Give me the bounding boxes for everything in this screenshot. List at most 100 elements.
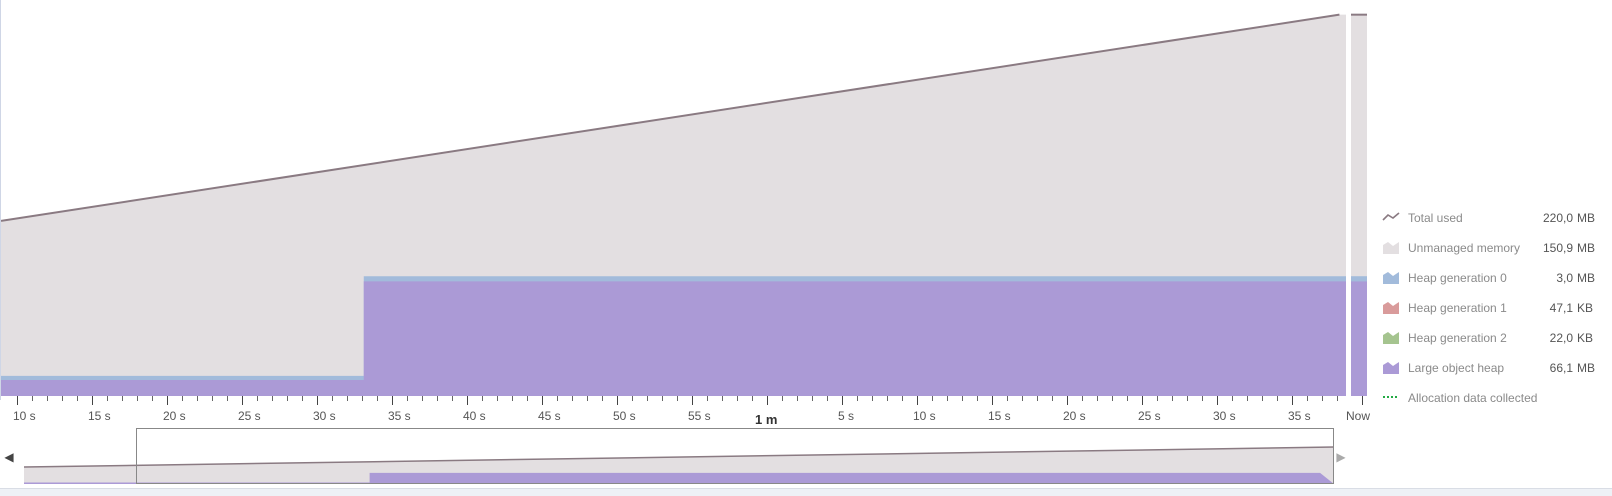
axis-minor-tick	[752, 396, 753, 401]
legend-row-unmanaged-memory[interactable]: Unmanaged memory 150,9 MB	[1382, 237, 1607, 267]
axis-minor-tick	[932, 396, 933, 401]
axis-minor-tick	[62, 396, 63, 401]
axis-tick	[317, 396, 318, 405]
axis-tick	[992, 396, 993, 405]
legend-row-total-used[interactable]: Total used 220,0 MB	[1382, 207, 1607, 237]
legend-unit: MB	[1577, 271, 1595, 285]
total-used-line	[1, 13, 1340, 222]
axis-tick-label: Now	[1346, 409, 1371, 423]
axis-minor-tick	[122, 396, 123, 401]
legend-row-large-object-heap[interactable]: Large object heap 66,1 MB	[1382, 357, 1607, 387]
axis-minor-tick	[1097, 396, 1098, 401]
navigator-selection-window[interactable]	[136, 428, 1334, 484]
axis-tick-label: 30 s	[313, 409, 336, 423]
axis-minor-tick	[812, 396, 813, 401]
axis-minor-tick	[422, 396, 423, 401]
large-object-heap-area	[1, 281, 1346, 396]
axis-minor-tick	[707, 396, 708, 401]
unmanaged-area-icon	[1382, 240, 1400, 254]
axis-tick-label: 20 s	[163, 409, 186, 423]
memory-chart[interactable]	[0, 0, 1370, 400]
axis-tick-label: 25 s	[1138, 409, 1161, 423]
memory-legend: Total used 220,0 MB Unmanaged memory 150…	[1382, 207, 1607, 417]
axis-minor-tick	[647, 396, 648, 401]
axis-tick-label: 45 s	[538, 409, 561, 423]
axis-minor-tick	[1202, 396, 1203, 401]
axis-minor-tick	[872, 396, 873, 401]
axis-minor-tick	[782, 396, 783, 401]
axis-minor-tick	[857, 396, 858, 401]
axis-tick	[167, 396, 168, 405]
axis-minor-tick	[977, 396, 978, 401]
axis-tick-label: 55 s	[688, 409, 711, 423]
axis-minor-tick	[377, 396, 378, 401]
axis-tick	[692, 396, 693, 405]
axis-minor-tick	[1337, 396, 1338, 401]
axis-minor-tick	[332, 396, 333, 401]
axis-tick-label: 10 s	[913, 409, 936, 423]
axis-minor-tick	[662, 396, 663, 401]
axis-minor-tick	[527, 396, 528, 401]
scroll-right-icon[interactable]: ▶	[1336, 450, 1346, 464]
axis-tick	[242, 396, 243, 405]
legend-row-heap-generation-0[interactable]: Heap generation 0 3,0 MB	[1382, 267, 1607, 297]
axis-minor-tick	[1187, 396, 1188, 401]
legend-label: Total used	[1408, 211, 1463, 225]
navigator-loh-area	[24, 472, 1334, 484]
navigator-total-used-line	[23, 446, 1335, 468]
heap-gen2-area-icon	[1382, 330, 1400, 344]
legend-unit: MB	[1577, 241, 1595, 255]
axis-minor-tick	[1262, 396, 1263, 401]
axis-minor-tick	[212, 396, 213, 401]
axis-tick	[392, 396, 393, 405]
legend-value: 220,0	[1542, 211, 1573, 225]
axis-minor-tick	[272, 396, 273, 401]
legend-row-heap-generation-1[interactable]: Heap generation 1 47,1 KB	[1382, 297, 1607, 327]
axis-tick	[617, 396, 618, 405]
timeline-navigator[interactable]: ◀ ▶	[0, 428, 1350, 486]
legend-label: Allocation data collected	[1408, 391, 1538, 405]
axis-minor-tick	[677, 396, 678, 401]
axis-minor-tick	[497, 396, 498, 401]
axis-tick	[1292, 396, 1293, 405]
axis-minor-tick	[737, 396, 738, 401]
axis-minor-tick	[1277, 396, 1278, 401]
axis-tick-label: 25 s	[238, 409, 261, 423]
axis-tick	[542, 396, 543, 405]
legend-row-heap-generation-2[interactable]: Heap generation 2 22,0 KB	[1382, 327, 1607, 357]
axis-minor-tick	[302, 396, 303, 401]
axis-minor-tick	[362, 396, 363, 401]
time-axis: 10 s 15 s 20 s 25 s 30 s 35 s 40 s 45 s 50 s 55 s…	[0, 396, 1371, 427]
axis-tick	[842, 396, 843, 405]
heap-gen0-area-icon	[1382, 270, 1400, 284]
legend-label: Heap generation 1	[1408, 301, 1507, 315]
axis-minor-tick	[1052, 396, 1053, 401]
legend-unit: KB	[1577, 301, 1594, 315]
axis-tick	[1142, 396, 1143, 405]
legend-value: 47,1	[1549, 301, 1573, 315]
axis-minor-tick	[47, 396, 48, 401]
axis-minor-tick	[632, 396, 633, 401]
axis-minor-tick	[77, 396, 78, 401]
axis-minor-tick	[1022, 396, 1023, 401]
scroll-left-icon[interactable]: ◀	[4, 450, 14, 464]
axis-minor-tick	[1247, 396, 1248, 401]
axis-tick-label: 35 s	[1288, 409, 1311, 423]
axis-minor-tick	[1037, 396, 1038, 401]
axis-tick-label: 20 s	[1063, 409, 1086, 423]
axis-tick	[92, 396, 93, 405]
axis-tick	[1067, 396, 1068, 405]
axis-minor-tick	[512, 396, 513, 401]
axis-minor-tick	[32, 396, 33, 401]
axis-minor-tick	[1112, 396, 1113, 401]
axis-tick-label: 30 s	[1213, 409, 1236, 423]
axis-minor-tick	[797, 396, 798, 401]
axis-minor-tick	[407, 396, 408, 401]
legend-value: 66,1	[1549, 361, 1573, 375]
axis-minor-tick	[962, 396, 963, 401]
axis-minor-tick	[902, 396, 903, 401]
axis-minor-tick	[137, 396, 138, 401]
legend-value: 22,0	[1549, 331, 1573, 345]
axis-minor-tick	[1127, 396, 1128, 401]
legend-row-allocation-data[interactable]: Allocation data collected	[1382, 387, 1607, 417]
